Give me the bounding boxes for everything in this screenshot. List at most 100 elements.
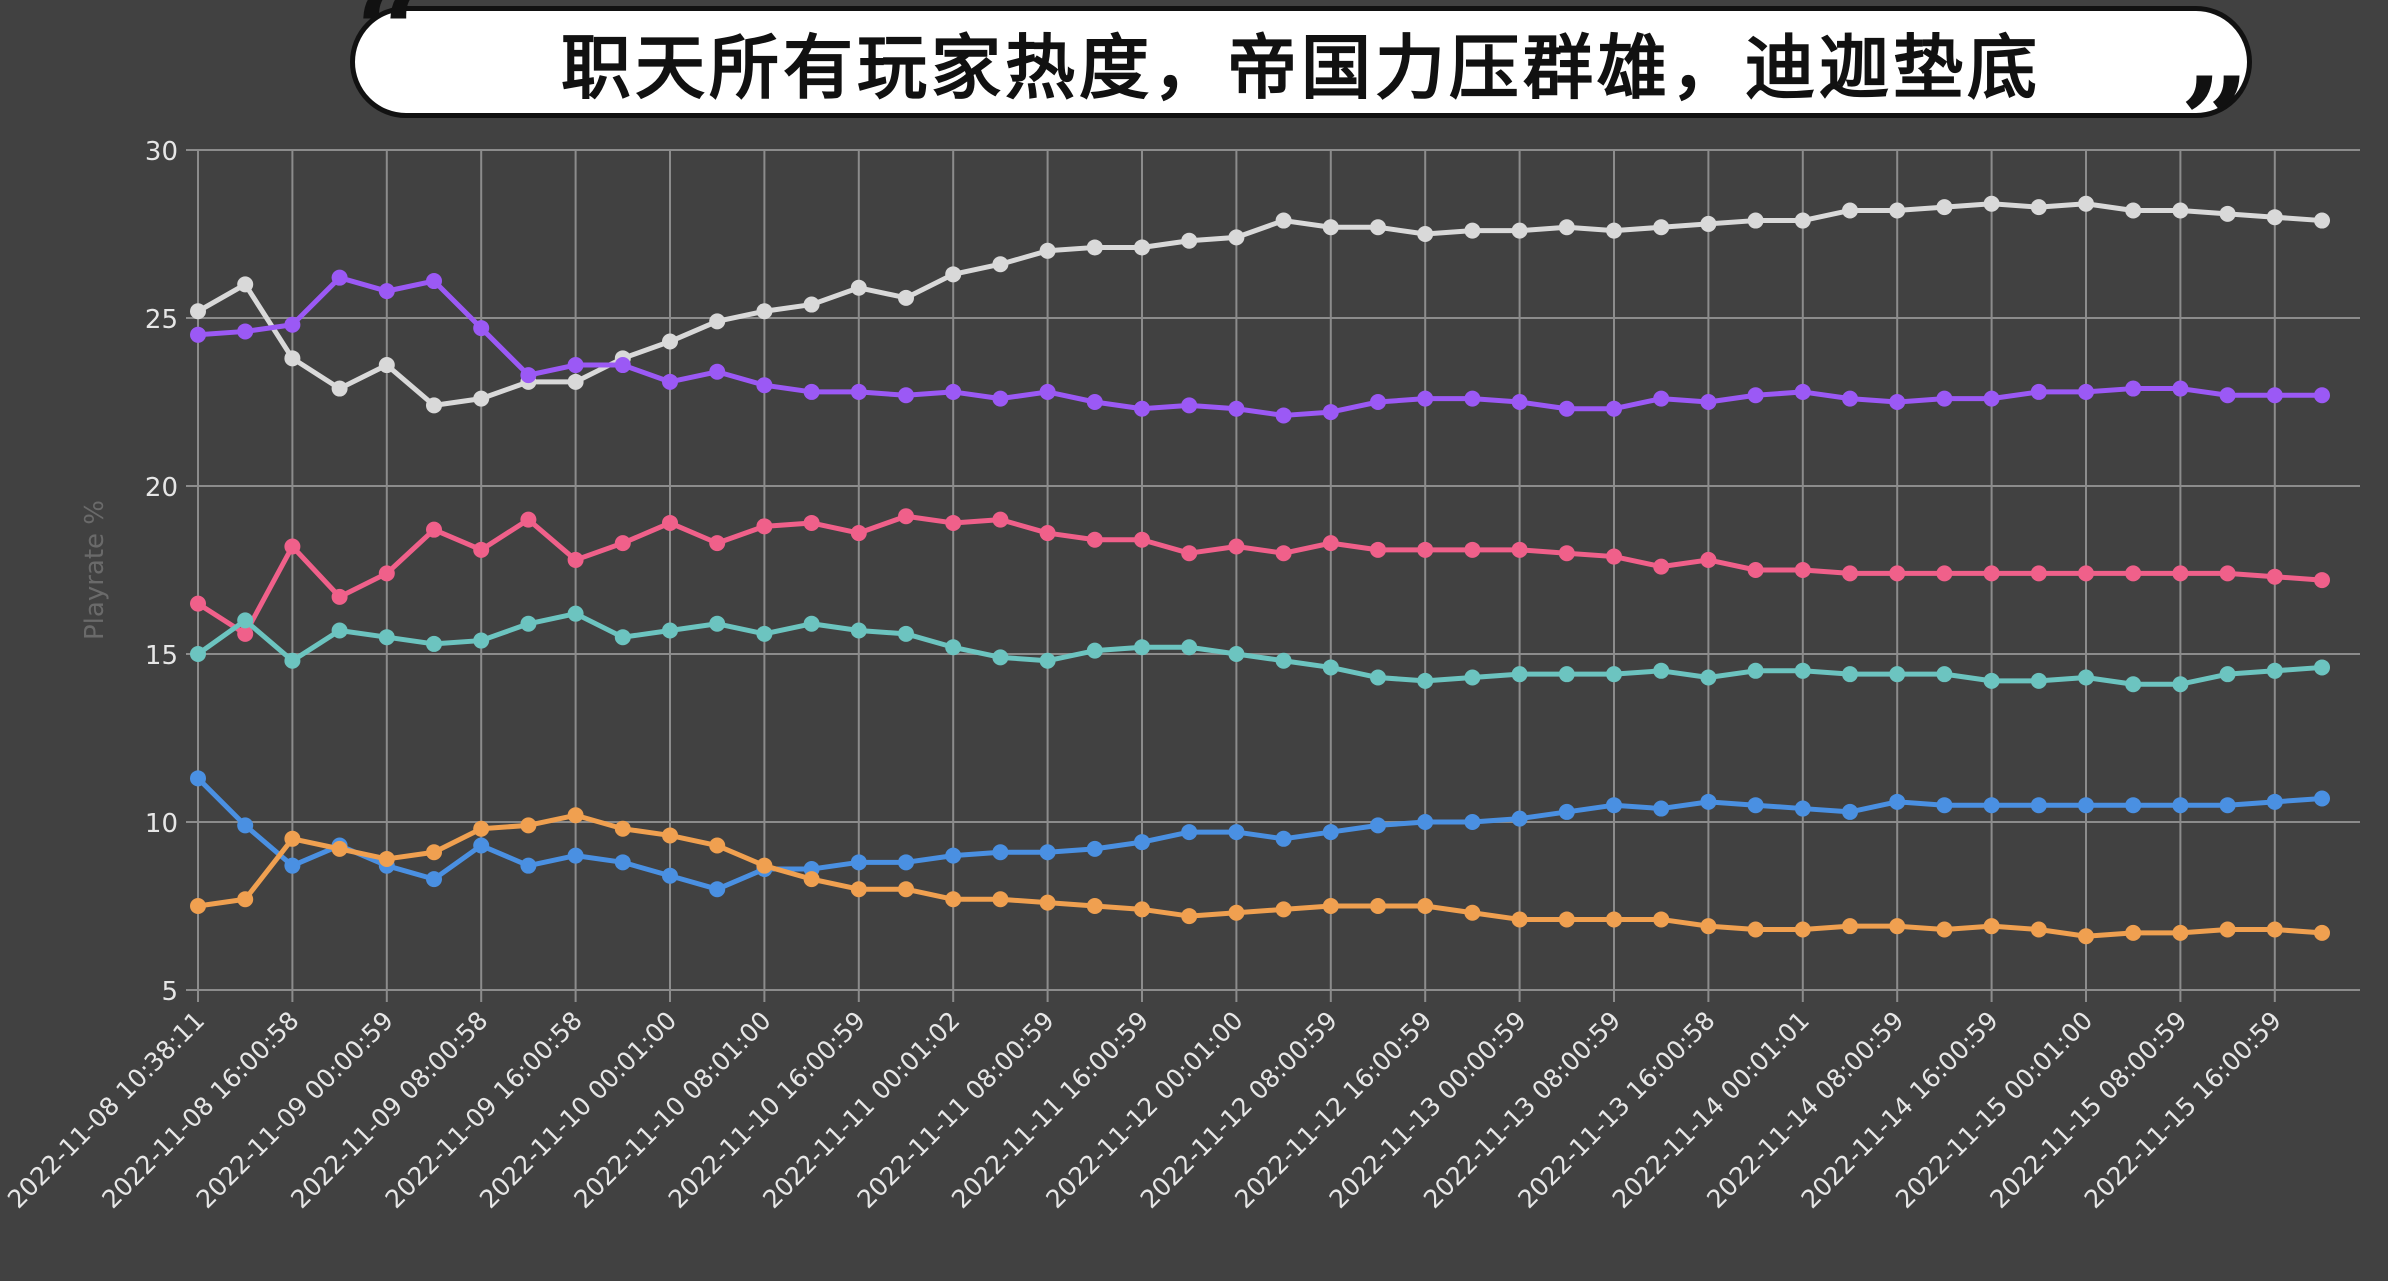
data-point xyxy=(2266,921,2283,938)
data-point xyxy=(2172,380,2189,397)
data-point xyxy=(1134,239,1150,256)
data-point xyxy=(898,625,914,642)
data-point xyxy=(1464,222,1481,239)
data-point xyxy=(1039,844,1056,861)
data-point xyxy=(1653,911,1670,928)
data-point xyxy=(1794,921,1811,938)
data-point xyxy=(1700,215,1717,232)
series-line xyxy=(196,776,2323,892)
y-tick-label: 30 xyxy=(145,137,178,167)
data-point xyxy=(2078,797,2094,814)
data-point xyxy=(1889,202,1906,219)
data-point xyxy=(190,303,206,320)
x-tick-label: 2022-11-15 16:00:59 xyxy=(2079,1006,2287,1214)
data-point xyxy=(190,898,206,914)
data-point xyxy=(2125,676,2142,693)
data-point xyxy=(1747,387,1764,404)
data-point xyxy=(473,541,490,558)
data-point xyxy=(520,367,537,384)
data-point xyxy=(2219,921,2236,938)
data-point xyxy=(1842,666,1858,683)
data-point xyxy=(378,629,395,646)
data-point xyxy=(1134,531,1150,548)
data-point xyxy=(1417,814,1434,830)
data-point xyxy=(945,847,962,864)
data-point xyxy=(1228,229,1245,246)
data-point xyxy=(2030,383,2047,400)
data-point xyxy=(1606,222,1622,239)
data-point xyxy=(473,837,490,854)
data-point xyxy=(756,518,773,535)
series-4 xyxy=(190,770,2330,898)
data-point xyxy=(1039,242,1056,259)
data-point xyxy=(992,511,1009,528)
data-point xyxy=(2172,797,2189,814)
data-point xyxy=(190,646,206,662)
data-point xyxy=(473,390,490,407)
data-point xyxy=(2030,565,2047,582)
data-point xyxy=(1417,672,1434,689)
data-point xyxy=(1794,562,1811,578)
data-point xyxy=(567,847,584,864)
y-tick-label: 5 xyxy=(161,977,178,1007)
data-point xyxy=(1747,212,1764,229)
data-point xyxy=(1275,652,1292,669)
data-point xyxy=(1370,898,1386,914)
data-point xyxy=(1747,662,1764,679)
data-point xyxy=(2030,672,2047,689)
open-quote-mark: “ xyxy=(355,0,425,102)
data-point xyxy=(378,850,395,867)
data-point xyxy=(1134,639,1150,656)
data-point xyxy=(756,303,773,320)
data-point xyxy=(756,377,773,394)
data-point xyxy=(1936,797,1953,814)
data-point xyxy=(1181,545,1198,562)
data-point xyxy=(331,380,348,397)
data-point xyxy=(1889,394,1906,410)
data-point xyxy=(850,525,867,542)
data-point xyxy=(1700,669,1717,686)
data-point xyxy=(1700,793,1717,810)
data-point xyxy=(1228,824,1245,841)
data-point xyxy=(2314,212,2330,229)
data-point xyxy=(1936,199,1953,216)
data-point xyxy=(1039,525,1056,542)
data-point xyxy=(1889,565,1906,582)
data-point xyxy=(2266,568,2283,585)
data-point xyxy=(1134,901,1150,918)
data-point xyxy=(1794,212,1811,229)
data-point xyxy=(614,820,631,837)
data-point xyxy=(1134,400,1150,417)
data-point xyxy=(237,891,254,908)
data-point xyxy=(1794,662,1811,679)
data-point xyxy=(1275,545,1292,562)
data-point xyxy=(709,837,726,854)
data-point xyxy=(614,854,631,871)
data-point xyxy=(1370,817,1386,834)
data-point xyxy=(1606,797,1622,814)
data-point xyxy=(2125,202,2142,219)
data-point xyxy=(1558,545,1575,562)
data-point xyxy=(1983,797,2000,814)
data-point xyxy=(1086,898,1103,914)
data-point xyxy=(520,857,537,874)
data-point xyxy=(2266,387,2283,404)
data-point xyxy=(1275,901,1292,918)
data-point xyxy=(614,629,631,646)
data-point xyxy=(1558,911,1575,928)
data-point xyxy=(1936,666,1953,683)
data-point xyxy=(1228,646,1245,662)
data-point xyxy=(1417,898,1434,914)
data-point xyxy=(1181,908,1198,925)
data-point xyxy=(2219,666,2236,683)
data-point xyxy=(1794,800,1811,817)
data-point xyxy=(1370,541,1386,558)
data-point xyxy=(614,357,631,374)
data-point xyxy=(331,588,348,605)
data-point xyxy=(850,881,867,898)
data-point xyxy=(520,615,537,632)
series-5 xyxy=(190,807,2330,945)
data-point xyxy=(2125,565,2142,582)
data-point xyxy=(898,387,914,404)
data-point xyxy=(1606,548,1622,565)
